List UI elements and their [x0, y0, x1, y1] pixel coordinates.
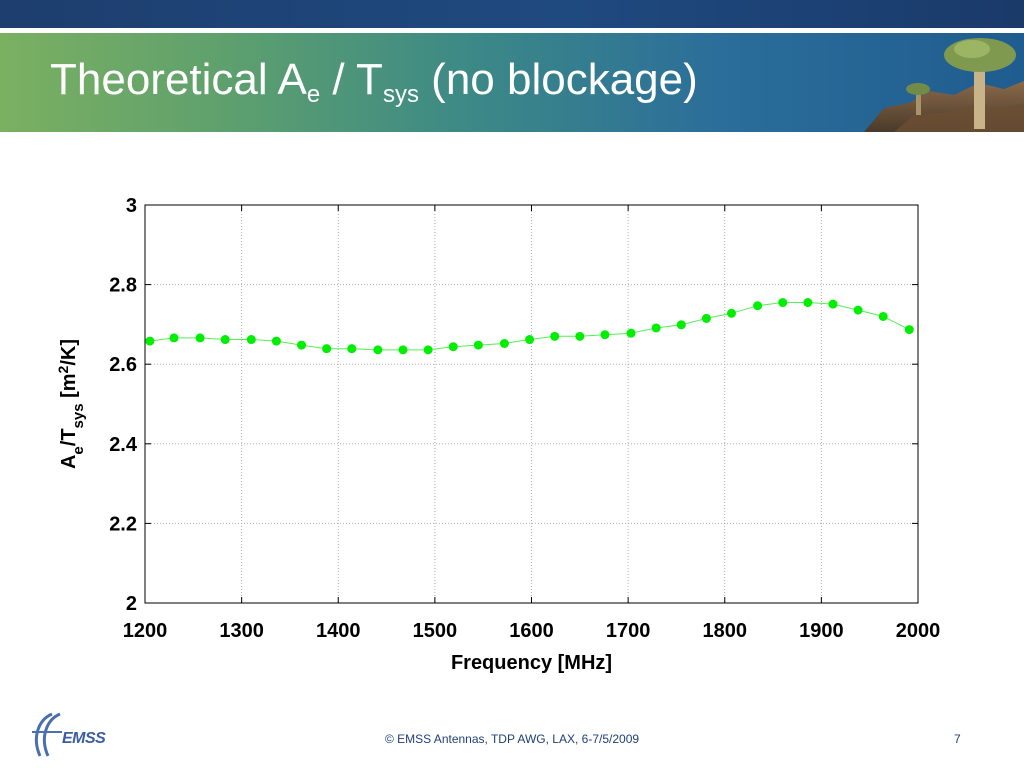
data-point [676, 320, 686, 330]
grid-lines [144, 204, 919, 604]
data-point [246, 335, 256, 345]
data-points [145, 298, 914, 355]
tick-marks [144, 204, 919, 604]
footer-copyright: © EMSS Antennas, TDP AWG, LAX, 6-7/5/200… [384, 732, 640, 746]
y-axis-label-part: A [58, 455, 80, 469]
data-point [220, 335, 230, 345]
y-axis-label-part: /T [58, 428, 80, 446]
emss-logo [32, 712, 62, 757]
top-band [0, 0, 1024, 28]
data-point [575, 331, 585, 341]
y-axis-label-part: [m [58, 373, 80, 403]
y-tick-label: 2.4 [109, 434, 138, 456]
data-point [651, 323, 661, 333]
x-axis-label: Frequency [MHz] [451, 652, 612, 674]
y-axis-label-part: /K] [58, 339, 80, 366]
x-tick-label: 1600 [509, 620, 554, 642]
x-tick-labels: 1200 1300 1400 1500 1600 1700 1800 1900 2000 [123, 620, 941, 642]
data-point [904, 325, 914, 335]
y-tick-label: 3 [126, 195, 137, 217]
data-point [423, 345, 433, 355]
data-point [473, 340, 483, 350]
y-axis-label-part: sys [70, 403, 87, 428]
data-point [878, 311, 888, 321]
x-tick-label: 1900 [799, 620, 844, 642]
data-point [398, 345, 408, 355]
quiver-tree-image [864, 38, 1024, 132]
y-tick-label: 2.6 [109, 354, 137, 376]
data-point [753, 301, 763, 311]
data-point [727, 308, 737, 318]
data-point [778, 298, 788, 308]
data-point [271, 336, 281, 346]
data-point [550, 331, 560, 341]
x-tick-label: 1400 [316, 620, 361, 642]
y-axis-label-part: 2 [55, 365, 71, 373]
data-point [626, 328, 636, 338]
data-point [297, 340, 307, 350]
title-bar: Theoretical Ae / Tsys (no blockage) [0, 33, 1024, 132]
data-point [701, 313, 711, 323]
data-point [828, 299, 838, 309]
y-tick-label: 2.8 [109, 275, 137, 297]
y-axis-label: Ae/Tsys [m2/K] [55, 339, 87, 469]
data-point [145, 336, 155, 346]
x-tick-label: 2000 [896, 620, 941, 642]
data-point [373, 345, 383, 355]
data-point [448, 342, 458, 352]
y-tick-labels: 2 2.2 2.4 2.6 2.8 3 [109, 195, 138, 615]
data-point [803, 298, 813, 308]
y-axis-label-part: e [70, 446, 87, 454]
y-tick-label: 2.2 [109, 513, 137, 535]
slide-title: Theoretical Ae / Tsys (no blockage) [50, 55, 698, 108]
x-tick-label: 1300 [219, 620, 264, 642]
x-tick-label: 1200 [123, 620, 168, 642]
emss-logo-text: EMSS [62, 730, 106, 747]
x-tick-label: 1500 [413, 620, 458, 642]
data-point [499, 339, 509, 349]
data-point [600, 330, 610, 340]
x-tick-label: 1800 [703, 620, 748, 642]
page-number: 7 [954, 732, 961, 746]
data-point [347, 344, 357, 354]
ae-tsys-chart: 1200 1300 1400 1500 1600 1700 1800 1900 2000 2 2.… [55, 195, 941, 674]
data-point [322, 344, 332, 354]
data-point [169, 333, 179, 343]
data-point [195, 333, 205, 343]
data-point [853, 305, 863, 315]
y-tick-label: 2 [126, 593, 137, 615]
x-tick-label: 1700 [606, 620, 651, 642]
data-point [525, 335, 535, 345]
